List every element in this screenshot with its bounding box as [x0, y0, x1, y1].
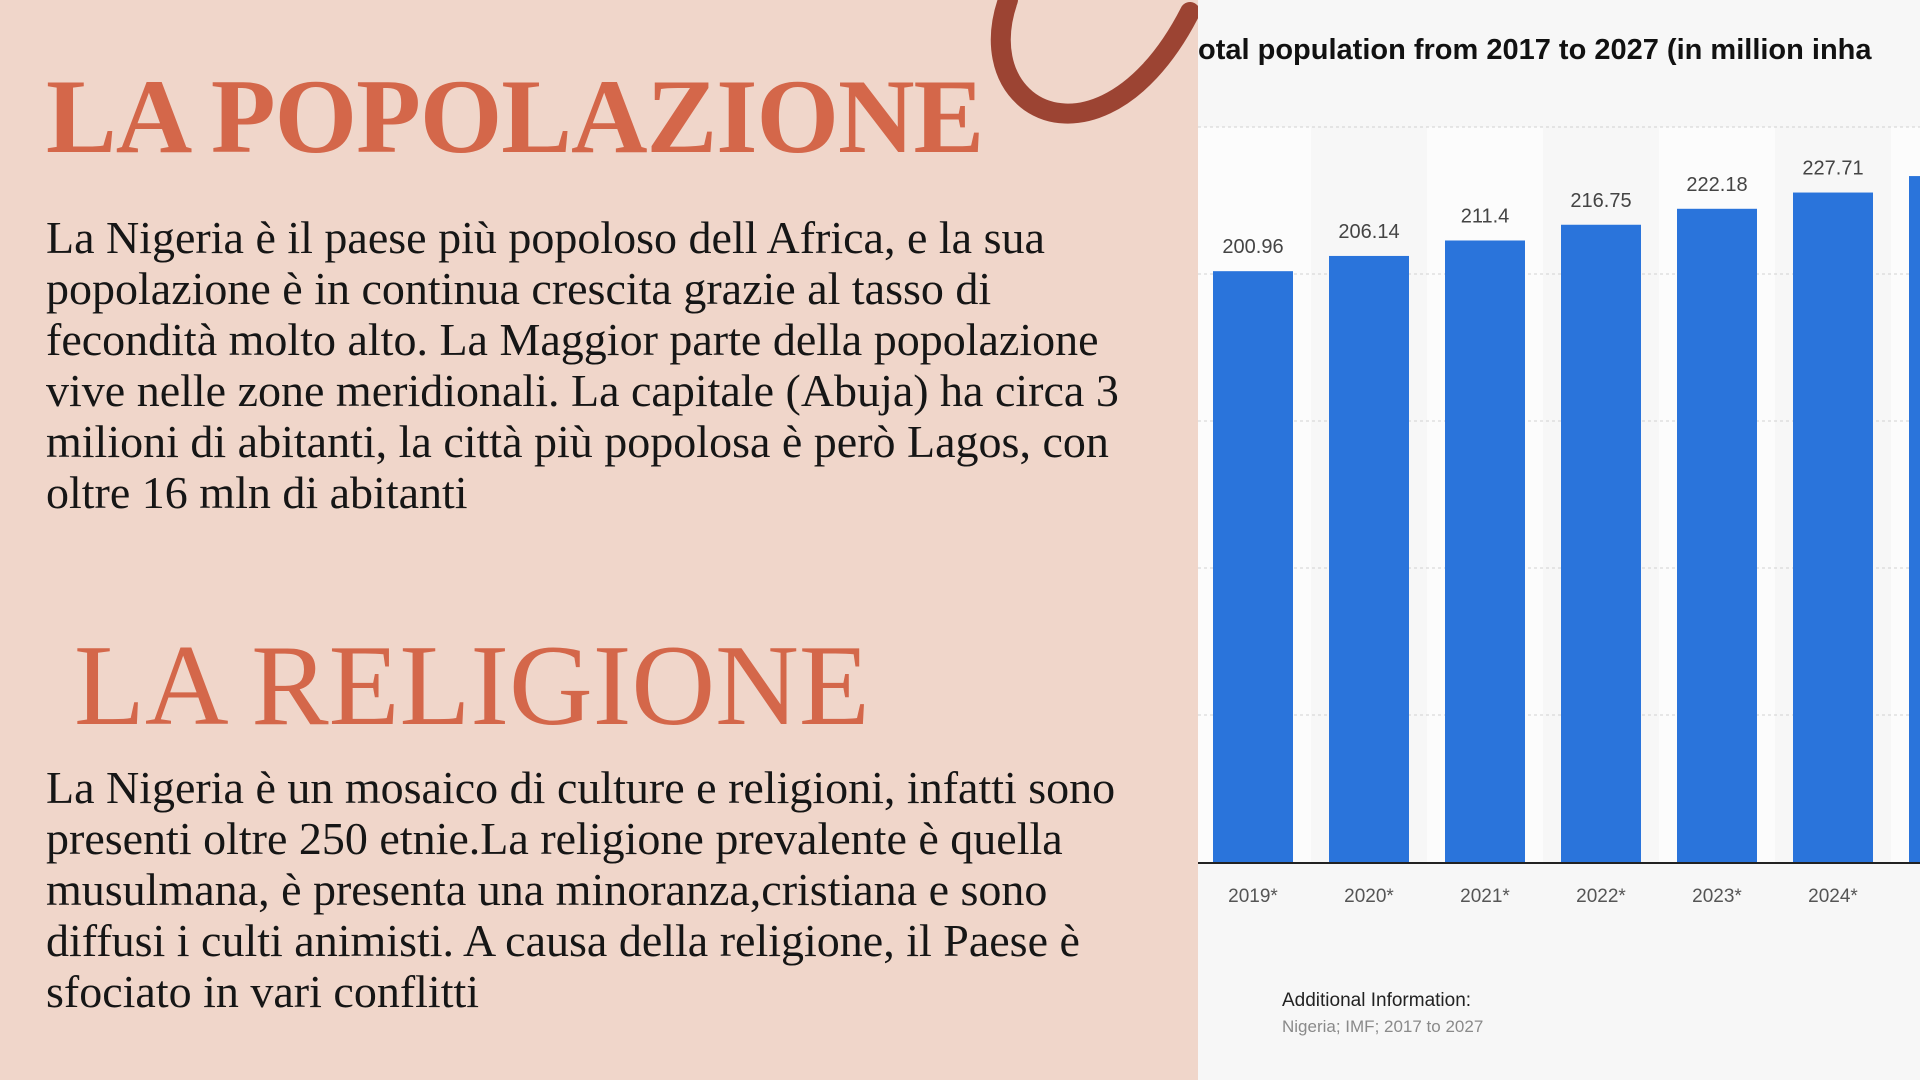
bar-chart: 200.96 2019* 206.14 2020* 211.4 2021* 216.75 20… — [1198, 126, 1920, 907]
data-label: 211.4 — [1461, 205, 1510, 227]
chart-title: otal population from 2017 to 2027 (in mi… — [1198, 34, 1872, 66]
bar — [1677, 208, 1757, 863]
swoosh-decoration — [990, 0, 1198, 124]
bar — [1793, 192, 1873, 862]
x-tick-label: 2022* — [1576, 886, 1626, 907]
bar-partial — [1909, 176, 1920, 862]
swoosh-stroke — [990, 0, 1198, 124]
x-tick-label: 2021* — [1460, 886, 1510, 907]
bar — [1213, 271, 1293, 862]
x-tick-label: 2019* — [1228, 886, 1278, 907]
text-panel: LA POPOLAZIONE La Nigeria è il paese più… — [46, 0, 1198, 1017]
data-label: 200.96 — [1222, 236, 1283, 258]
chart-panel: 200.96 2019* 206.14 2020* 211.4 2021* 216.75 20… — [1198, 0, 1920, 1080]
data-label: 227.71 — [1802, 158, 1863, 180]
additional-info-source: Nigeria; IMF; 2017 to 2027 — [1282, 1017, 1484, 1036]
popolazione-paragraph: La Nigeria è il paese più popoloso dell … — [46, 212, 1119, 518]
bar — [1445, 240, 1525, 862]
x-tick-label: 2020* — [1344, 886, 1394, 907]
religione-paragraph: La Nigeria è un mosaico di culture e rel… — [46, 762, 1116, 1017]
x-tick-label: 2023* — [1692, 886, 1742, 907]
x-tick-label: 2024* — [1808, 886, 1858, 907]
bar — [1561, 224, 1641, 862]
additional-info-label: Additional Information: — [1282, 990, 1472, 1011]
bar — [1329, 255, 1409, 863]
religione-title: LA RELIGIONE — [74, 622, 870, 750]
data-label: 206.14 — [1338, 221, 1399, 243]
data-label: 216.75 — [1570, 190, 1631, 212]
popolazione-title: LA POPOLAZIONE — [46, 58, 984, 175]
data-label: 222.18 — [1686, 174, 1747, 196]
